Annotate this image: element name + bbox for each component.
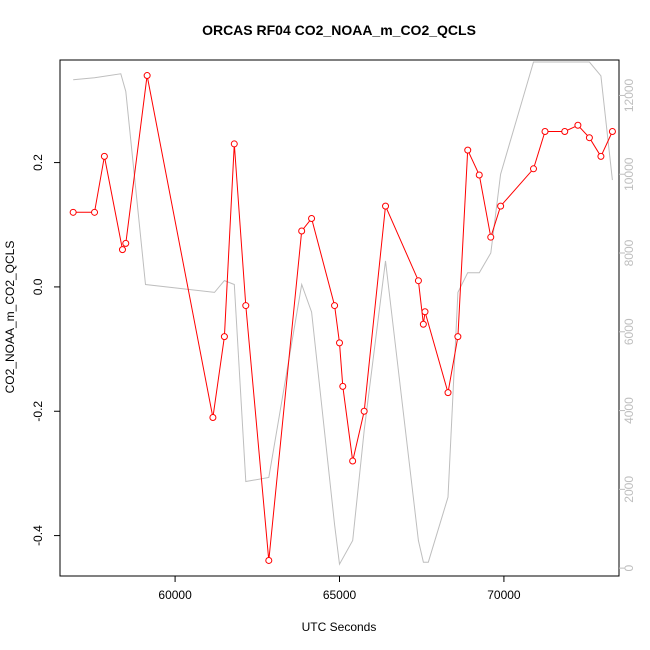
data-point <box>69 208 77 216</box>
x-axis-label: UTC Seconds <box>302 620 377 634</box>
data-point <box>561 127 569 135</box>
y-tick-label: 0.2 <box>31 154 45 171</box>
y2-tick-label: 2000 <box>622 476 636 503</box>
y-axis-label: CO2_NOAA_m_CO2_QCLS <box>3 241 17 394</box>
series-layer <box>69 61 616 566</box>
y-tick-label: -0.4 <box>31 525 45 546</box>
x-tick-label: 60000 <box>158 588 192 602</box>
y2-tick-label: 6000 <box>622 318 636 345</box>
data-point <box>122 239 130 247</box>
y2-tick-label: 4000 <box>622 397 636 424</box>
y2-tick-label: 12000 <box>622 78 636 112</box>
chart-title: ORCAS RF04 CO2_NOAA_m_CO2_QCLS <box>202 22 476 38</box>
primary-series-line <box>73 75 613 561</box>
data-point <box>331 302 339 310</box>
data-point <box>336 339 343 347</box>
data-point <box>487 233 495 241</box>
data-point <box>349 457 357 465</box>
data-point <box>530 165 538 173</box>
data-point <box>360 407 368 415</box>
data-point <box>308 215 316 223</box>
data-point <box>497 202 505 210</box>
data-point <box>298 227 306 235</box>
data-point <box>220 333 228 341</box>
secondary-series-line <box>73 61 613 566</box>
data-point <box>421 308 429 316</box>
data-point <box>541 127 549 135</box>
y-tick-label: 0.0 <box>31 278 45 295</box>
data-point <box>454 333 462 341</box>
data-point <box>414 277 422 285</box>
data-point <box>91 208 99 216</box>
data-point <box>608 127 616 135</box>
data-point <box>475 171 483 179</box>
x-tick-label: 70000 <box>487 588 521 602</box>
data-point <box>118 246 126 254</box>
data-point <box>382 202 390 210</box>
data-point <box>143 72 151 80</box>
data-point <box>242 302 250 310</box>
data-point <box>339 382 347 390</box>
data-point <box>230 140 238 148</box>
data-point <box>419 320 427 328</box>
data-point <box>265 556 273 564</box>
y2-tick-label: 0 <box>622 564 636 571</box>
data-point <box>464 146 472 154</box>
y2-tick-label: 10000 <box>622 157 636 191</box>
data-point <box>209 413 217 421</box>
y-tick-label: -0.2 <box>31 401 45 422</box>
data-point <box>585 134 593 142</box>
plot-frame <box>59 59 620 577</box>
x-tick-label: 65000 <box>323 588 357 602</box>
data-point <box>100 152 108 160</box>
axes: 60000 65000 70000 -0.4 -0.2 0.0 0.2 0 2000 4000 60… <box>31 78 636 602</box>
data-point <box>597 152 605 160</box>
y2-tick-label: 8000 <box>622 239 636 266</box>
data-point <box>444 389 452 397</box>
data-point <box>574 121 582 129</box>
